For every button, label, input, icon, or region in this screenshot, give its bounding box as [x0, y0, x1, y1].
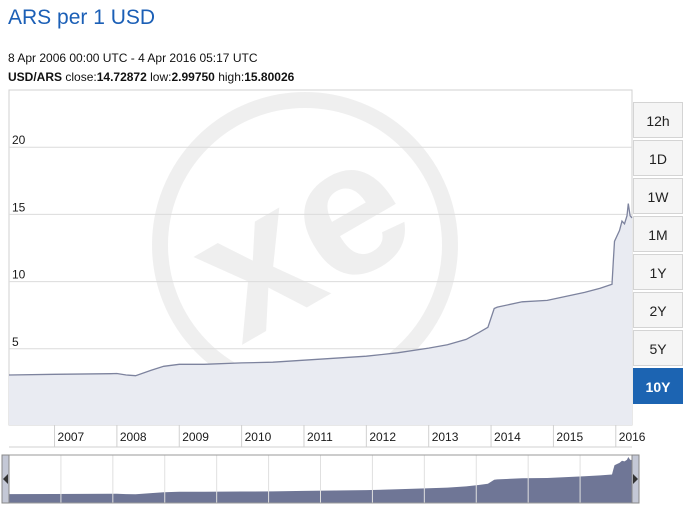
xe-watermark: xe [152, 92, 458, 398]
x-tick-label: 2010 [245, 430, 272, 444]
x-tick-label: 2016 [619, 430, 646, 444]
period-button-1d[interactable]: 1D [633, 140, 683, 176]
high-value: 15.80026 [244, 70, 295, 84]
high-label: high: [218, 70, 245, 84]
period-button-5y[interactable]: 5Y [633, 330, 683, 366]
low-value: 2.99750 [171, 70, 215, 84]
close-label: close: [65, 70, 97, 84]
series-area [9, 203, 632, 425]
close-value: 14.72872 [96, 70, 147, 84]
x-tick-label: 2015 [556, 430, 583, 444]
x-tick-label: 2012 [369, 430, 396, 444]
x-tick-label: 2008 [120, 430, 147, 444]
pair-label: USD/ARS [8, 70, 63, 84]
period-button-1w[interactable]: 1W [633, 178, 683, 214]
x-tick-label: 2013 [432, 430, 459, 444]
low-label: low: [150, 70, 172, 84]
x-tick-label: 2011 [307, 430, 333, 444]
x-tick-label: 2007 [58, 430, 85, 444]
navigator-right-arrow-icon [633, 474, 638, 484]
period-button-1y[interactable]: 1Y [633, 254, 683, 290]
y-tick-label: 15 [12, 200, 26, 214]
y-tick-label: 5 [12, 335, 19, 349]
y-tick-label: 20 [12, 133, 26, 147]
series-line [8, 203, 633, 377]
period-button-10y[interactable]: 10Y [633, 368, 683, 404]
x-tick-label: 2014 [494, 430, 521, 444]
y-tick-label: 10 [12, 268, 26, 282]
price-stats: USD/ARS close:14.72872 low:2.99750 high:… [8, 70, 294, 84]
x-tick-label: 2009 [182, 430, 209, 444]
date-range: 8 Apr 2006 00:00 UTC - 4 Apr 2016 05:17 … [8, 51, 258, 65]
period-button-12h[interactable]: 12h [633, 102, 683, 138]
period-button-1m[interactable]: 1M [633, 216, 683, 252]
chart-title: ARS per 1 USD [8, 6, 156, 29]
period-button-2y[interactable]: 2Y [633, 292, 683, 328]
navigator-left-arrow-icon [3, 474, 8, 484]
